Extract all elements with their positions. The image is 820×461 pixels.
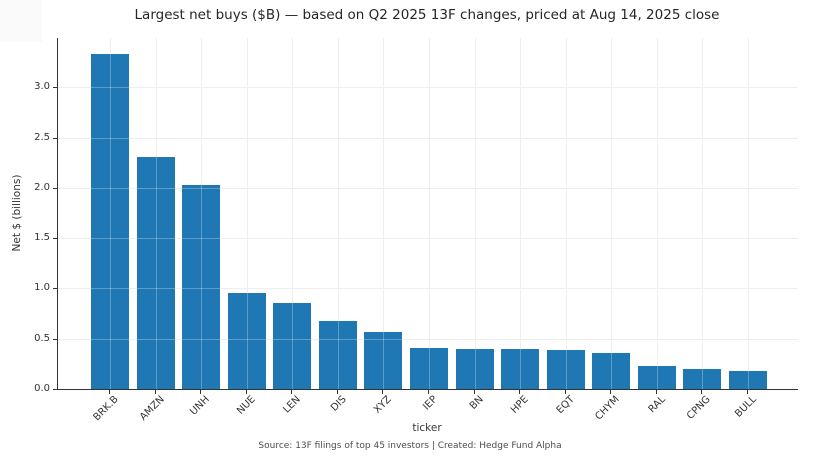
bar-iep bbox=[410, 347, 448, 389]
x-tick-mark bbox=[291, 390, 293, 394]
x-tick-mark bbox=[200, 390, 202, 394]
bar-brk-b bbox=[91, 54, 130, 389]
gridline-vertical bbox=[429, 38, 430, 389]
x-tick-mark bbox=[564, 390, 566, 394]
gridline-vertical-overlay bbox=[702, 38, 704, 389]
y-tick-label: 0.5 bbox=[34, 332, 50, 344]
gridline-vertical-overlay bbox=[474, 38, 476, 389]
y-tick-mark bbox=[53, 87, 57, 89]
bar-bn bbox=[455, 348, 494, 389]
gridline-vertical bbox=[565, 38, 567, 389]
x-tick-mark bbox=[610, 390, 612, 394]
gridline-vertical bbox=[520, 38, 522, 389]
gridline-horizontal-overlay bbox=[58, 137, 798, 139]
bar-chym bbox=[592, 352, 631, 389]
bar-nue bbox=[227, 293, 266, 389]
gridline-vertical bbox=[702, 38, 704, 389]
gridline-vertical-overlay bbox=[565, 38, 567, 389]
x-tick-mark bbox=[655, 390, 657, 394]
x-tick-mark bbox=[519, 390, 521, 394]
x-tick-mark bbox=[154, 390, 156, 394]
bar-eqt bbox=[546, 349, 585, 389]
bar-dis bbox=[318, 320, 357, 389]
source-note: Source: 13F filings of top 45 investors … bbox=[258, 441, 562, 451]
x-tick-mark bbox=[109, 390, 111, 394]
x-tick-mark bbox=[701, 390, 703, 394]
y-tick-label: 0.0 bbox=[34, 383, 50, 394]
x-tick-mark bbox=[473, 390, 475, 394]
y-tick-label: 2.0 bbox=[34, 181, 50, 193]
x-tick-label: BULL bbox=[732, 394, 759, 420]
y-tick-mark bbox=[53, 338, 57, 340]
gridline-horizontal bbox=[58, 87, 798, 89]
gridline-vertical bbox=[656, 38, 658, 389]
gridline-vertical-overlay bbox=[520, 38, 522, 389]
x-tick-mark bbox=[245, 390, 247, 394]
gridline-vertical-overlay bbox=[656, 38, 658, 389]
y-tick-mark bbox=[53, 187, 57, 189]
bar-bull bbox=[728, 370, 767, 389]
gridline-vertical-overlay bbox=[429, 38, 430, 389]
y-tick-mark bbox=[53, 288, 57, 290]
y-tick-mark bbox=[53, 389, 57, 390]
y-tick-label: 1.0 bbox=[34, 282, 50, 294]
gridline-horizontal-overlay bbox=[58, 87, 798, 89]
gridline-vertical bbox=[747, 38, 749, 389]
bar-ral bbox=[637, 365, 676, 389]
x-tick-mark bbox=[428, 390, 429, 394]
bar-cpng bbox=[683, 368, 722, 389]
chart-title: Largest net buys ($B) — based on Q2 2025… bbox=[134, 7, 720, 23]
gridline-vertical-overlay bbox=[747, 38, 749, 389]
bar-unh bbox=[182, 184, 221, 389]
x-tick-mark bbox=[746, 390, 748, 394]
x-tick-mark bbox=[382, 390, 384, 394]
y-tick-label: 2.5 bbox=[34, 131, 50, 143]
bar-hpe bbox=[501, 348, 540, 389]
background-artifact bbox=[0, 0, 42, 42]
gridline-vertical bbox=[611, 38, 613, 389]
y-tick-label: 3.0 bbox=[34, 81, 50, 93]
gridline-vertical-overlay bbox=[611, 38, 613, 389]
bar-xyz bbox=[364, 331, 403, 389]
bar-amzn bbox=[136, 156, 175, 389]
plot-area bbox=[57, 38, 798, 390]
y-tick-mark bbox=[53, 137, 57, 139]
bar-len bbox=[273, 302, 312, 389]
gridline-vertical bbox=[474, 38, 476, 389]
y-tick-label: 1.5 bbox=[34, 232, 50, 244]
y-tick-mark bbox=[53, 238, 57, 240]
gridline-horizontal bbox=[58, 137, 798, 139]
x-tick-mark bbox=[336, 390, 338, 394]
x-axis-label: ticker bbox=[412, 422, 442, 434]
